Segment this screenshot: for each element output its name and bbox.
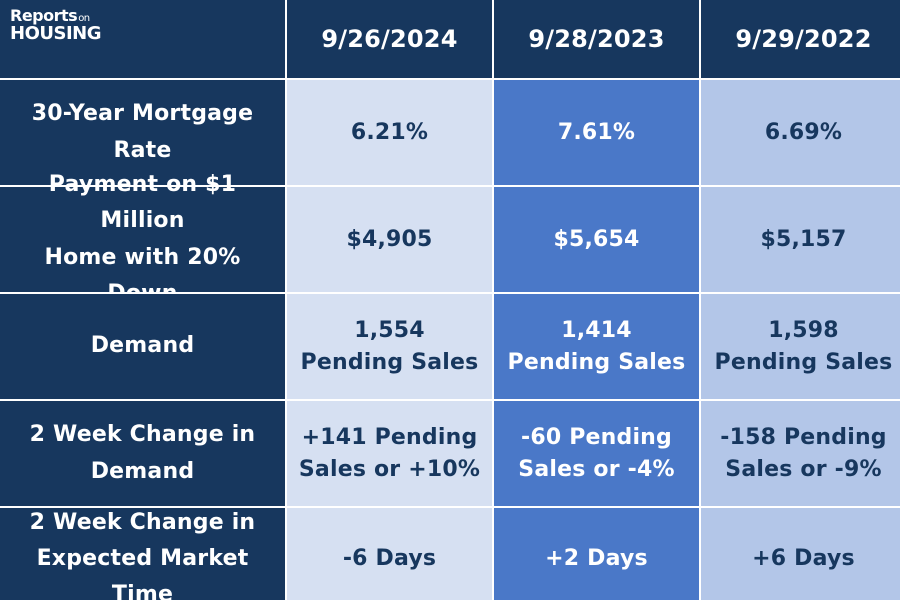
cell-demand-2023: 1,414 Pending Sales [494,294,699,399]
row-label-market-time-change: 2 Week Change in Expected Market Time [0,508,285,600]
cell-mortgage-rate-2024: 6.21% [287,80,492,185]
column-header-2024: 9/26/2024 [287,0,492,78]
row-label-payment: Payment on $1 Million Home with 20% Down [0,172,285,306]
cell-demand-change-2023: -60 Pending Sales or -4% [494,401,699,506]
cell-payment-2022: $5,157 [701,187,900,292]
cell-mortgage-rate-2022: 6.69% [701,80,900,185]
cell-payment-2024: $4,905 [287,187,492,292]
cell-mortgage-rate-2023: 7.61% [494,80,699,185]
row-label-demand: Demand [0,294,285,399]
cell-market-time-2022: +6 Days [701,508,900,600]
cell-demand-2022: 1,598 Pending Sales [701,294,900,399]
logo-text-housing: HOUSING [10,23,101,44]
cell-payment-2023: $5,654 [494,187,699,292]
reports-on-housing-logo: Reports on HOUSING [10,8,101,43]
row-label-mortgage-rate: 30-Year Mortgage Rate [0,80,285,185]
cell-demand-change-2022: -158 Pending Sales or -9% [701,401,900,506]
logo-cell: Reports on HOUSING [0,0,285,78]
cell-demand-2024: 1,554 Pending Sales [287,294,492,399]
row-label-demand-change: 2 Week Change in Demand [0,401,285,506]
column-header-2023: 9/28/2023 [494,0,699,78]
logo-text-reports: Reports [10,6,78,25]
cell-market-time-2024: -6 Days [287,508,492,600]
column-header-2022: 9/29/2022 [701,0,900,78]
logo-text-on: on [78,13,90,24]
cell-demand-change-2024: +141 Pending Sales or +10% [287,401,492,506]
cell-market-time-2023: +2 Days [494,508,699,600]
